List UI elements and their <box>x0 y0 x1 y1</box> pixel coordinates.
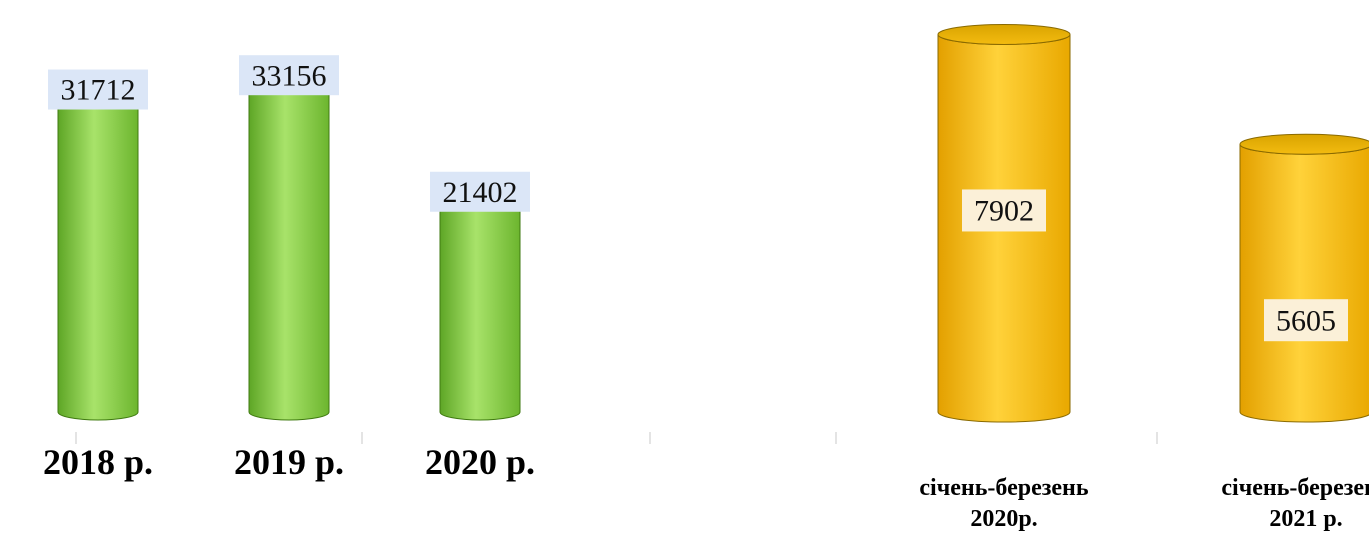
category-label-0-2: 2020 р. <box>425 442 535 482</box>
value-label-1-1: 5605 <box>1276 304 1336 337</box>
value-label-0-1: 33156 <box>252 59 327 92</box>
value-label-bg-0-1 <box>239 55 339 96</box>
value-label-1-0: 7902 <box>974 195 1034 228</box>
bars <box>57 23 1369 423</box>
bar-0-1 <box>248 83 330 421</box>
category-label-1-0-1: 2020р. <box>970 506 1037 532</box>
bar-0-0 <box>57 97 139 421</box>
value-label-bg-0-0 <box>48 69 148 110</box>
category-label-0-1: 2019 р. <box>234 442 344 482</box>
x-axis-ticks <box>75 432 1158 444</box>
labels: 31712 2018 р. 33156 2019 р. 21402 2020 р. 7902… <box>43 55 1369 532</box>
category-label-1-0-0: січень-березень <box>919 475 1088 501</box>
value-label-bg-0-2 <box>430 171 530 212</box>
bar-top-1-0 <box>937 23 1071 45</box>
bar-top-1-1 <box>1239 133 1369 155</box>
value-label-bg-1-0 <box>962 189 1046 232</box>
bar-0-2 <box>439 199 521 421</box>
category-label-0-0: 2018 р. <box>43 442 153 482</box>
bar-1-1 <box>1239 144 1369 423</box>
value-label-0-0: 31712 <box>61 74 136 107</box>
category-label-1-1-1: 2021 р. <box>1269 506 1342 532</box>
category-label-1-1-0: січень-березень <box>1221 475 1369 501</box>
value-label-bg-1-1 <box>1264 299 1348 342</box>
value-label-0-2: 21402 <box>443 176 518 209</box>
